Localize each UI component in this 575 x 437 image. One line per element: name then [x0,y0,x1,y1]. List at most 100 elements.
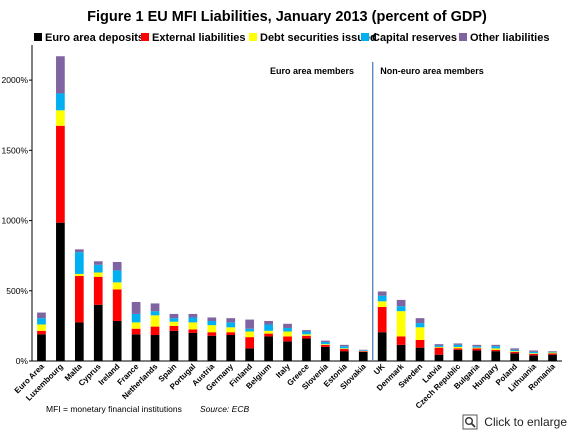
footnote: MFI = monetary financial institutions [46,404,182,414]
bar-segment-1 [529,353,538,356]
bar-segment-0 [396,344,406,361]
bar-segment-1 [112,289,122,321]
bar-segment-0 [339,351,349,361]
region-label-euro: Euro area members [270,66,354,76]
bar-segment-2 [169,321,179,326]
bar-segment-3 [491,346,501,349]
bar-segment-0 [245,348,255,361]
bar-segment-4 [207,317,217,321]
bar-segment-1 [131,328,141,335]
bar-segment-0 [226,335,236,361]
bar-segment-2 [510,351,520,352]
bar-segment-2 [93,272,103,277]
bar-segment-3 [339,346,349,349]
region-label-non-euro: Non-euro area members [380,66,484,76]
legend-label-3: Capital reserves [372,32,457,44]
bar-segment-1 [510,351,520,354]
bar-segment-4 [472,344,482,347]
bar-segment-2 [453,346,463,349]
bar-segment-1 [472,348,482,351]
y-tick-label: 1500% [2,145,29,155]
bar-segment-2 [529,353,538,354]
bar-segment-4 [396,299,406,307]
bar-segment-0 [74,322,84,361]
bar-segment-2 [226,327,236,333]
bar-segment-2 [321,344,330,345]
bar-segment-0 [377,332,387,361]
bar-segment-4 [131,302,141,314]
bar-segment-1 [283,336,292,342]
bar-segment-3 [169,318,179,322]
bar-segment-4 [339,344,349,347]
bar-segment-3 [131,313,141,323]
bar-segment-1 [150,326,160,336]
bar-segment-3 [56,93,65,111]
bar-segment-0 [207,335,217,361]
bar-segment-1 [302,335,311,339]
bar-segment-0 [37,334,46,361]
bar-segment-3 [37,318,46,325]
source-note: Source: ECB [200,404,249,414]
bar-segment-4 [112,261,122,271]
bar-segment-2 [491,348,501,350]
chart-title: Figure 1 EU MFI Liabilities, January 201… [87,9,487,25]
bar-segment-1 [321,344,330,347]
bar-segment-3 [226,322,236,328]
legend-label-1: External liabilities [152,32,246,44]
bar-segment-4 [74,249,84,253]
bar-segment-2 [112,282,122,290]
bar-segment-4 [93,261,103,265]
bar-segment-2 [264,330,273,334]
bar-segment-0 [56,222,65,361]
bar-segment-4 [434,344,444,346]
bar-segment-4 [150,303,160,312]
bar-segment-3 [510,349,520,352]
bar-segment-4 [283,323,292,328]
bar-segment-1 [56,125,65,223]
bar-segment-0 [415,347,425,361]
legend-swatch-0 [34,33,42,41]
bar-segment-1 [207,332,217,336]
bar-segment-1 [453,348,463,350]
bar-segment-1 [358,351,368,352]
bar-segment-4 [56,56,65,94]
bar-segment-3 [150,311,160,316]
y-tick-label: 2000% [2,75,29,85]
bar-segment-2 [207,325,217,333]
bar-segment-2 [415,327,425,340]
click-to-enlarge-button[interactable]: Click to enlarge [462,411,567,433]
bar-segment-0 [131,334,141,361]
bar-segment-1 [37,330,46,335]
bar-segment-2 [150,315,160,327]
bar-segment-3 [548,351,557,353]
bar-segment-0 [472,350,482,361]
bar-segment-0 [188,332,198,361]
bar-segment-0 [93,304,103,361]
bar-segment-1 [74,276,84,323]
bar-segment-2 [302,334,311,336]
bar-segment-0 [169,330,179,361]
y-tick-label: 500% [6,286,28,296]
bar-segment-2 [283,331,292,337]
bar-segment-2 [188,322,198,330]
bar-segment-0 [264,336,273,361]
magnifier-icon [462,414,478,430]
bar-segment-1 [377,306,387,333]
bar-segment-3 [321,342,330,345]
bar-segment-4 [169,313,179,319]
bar-segment-3 [415,323,425,328]
y-axis: 0% 500% 1000% 1500% 2000% [2,45,562,366]
bar-segment-3 [453,344,463,347]
category-label: UK [372,362,387,377]
bar-segment-3 [377,295,387,302]
y-tick-label: 1000% [2,216,29,226]
bar-segment-3 [434,345,444,347]
bar-segment-0 [358,351,368,361]
legend-swatch-4 [459,33,467,41]
bar-segment-2 [434,346,444,348]
bar-segment-3 [396,306,406,312]
bars [37,56,557,361]
bar-segment-1 [245,337,255,349]
bar-segment-1 [434,347,444,355]
bar-segment-1 [415,339,425,348]
